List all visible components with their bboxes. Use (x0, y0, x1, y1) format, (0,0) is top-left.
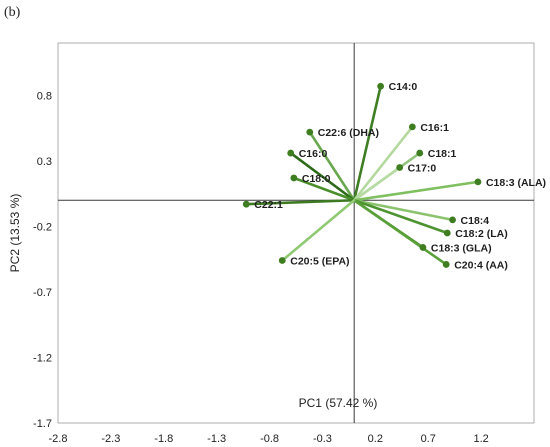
vector-c18-4 (352, 198, 454, 222)
x-tick-labels: -2.8 -2.3 -1.8 -1.3 -0.8 -0.3 0.2 0.7 1.2 (49, 433, 489, 445)
vector-c16-0 (289, 151, 356, 202)
point-c18-3-gla (419, 244, 427, 251)
point-c18-0 (290, 174, 298, 182)
label-c18-3-ala: C18:3 (ALA) (486, 177, 546, 189)
label-c16-1: C16:1 (420, 122, 449, 134)
vector-c14-0 (352, 84, 382, 202)
point-c18-4 (449, 216, 456, 224)
y-tick-label: 0.3 (37, 156, 52, 168)
y-tick-label: -0.2 (33, 221, 52, 233)
vector-c20-4-aa (352, 198, 448, 266)
point-c20-4-aa (442, 261, 450, 268)
x-axis-title: PC1 (57.42 %) (299, 396, 378, 410)
x-tick-label: 1.2 (473, 433, 488, 445)
vector-c22-6-dha (308, 130, 356, 202)
point-labels: C14:0 C16:1 C22:6 (DHA) C18:1 C16:0 C17:0 C18:… (254, 81, 546, 271)
vector-c22-1 (244, 198, 356, 206)
point-c18-2-la (443, 229, 451, 237)
point-c17-0 (396, 164, 404, 171)
x-tick-label: 0.7 (421, 433, 436, 445)
panel-label: (b) (4, 5, 21, 20)
label-c20-5-epa: C20:5 (EPA) (290, 256, 349, 268)
label-c18-2-la: C18:2 (LA) (455, 228, 508, 240)
label-c18-0: C18:0 (302, 173, 331, 185)
point-c20-5-epa (278, 257, 286, 264)
y-tick-label: -0.7 (33, 287, 52, 299)
loading-vectors (244, 84, 480, 266)
x-tick-label: 0.2 (368, 433, 383, 445)
label-c18-3-gla: C18:3 (GLA) (431, 242, 492, 254)
label-c18-4: C18:4 (461, 215, 490, 227)
loading-points (242, 82, 482, 268)
point-c14-0 (377, 82, 385, 90)
x-tick-label: -0.3 (313, 433, 332, 445)
vector-c18-3-ala (352, 180, 480, 202)
point-c18-1 (416, 149, 424, 157)
x-tick-label: -1.8 (154, 433, 173, 445)
label-c14-0: C14:0 (389, 81, 418, 93)
label-c16-0: C16:0 (299, 148, 328, 160)
y-axis-title: PC2 (13.53 %) (8, 194, 22, 273)
vector-c20-5-epa (280, 198, 356, 262)
x-tick-label: -0.8 (260, 433, 279, 445)
point-c22-6-dha (306, 128, 314, 136)
y-tick-label: 0.8 (37, 90, 52, 102)
label-c17-0: C17:0 (408, 162, 437, 174)
vector-c18-0 (292, 176, 356, 202)
vector-c16-1 (352, 125, 414, 202)
label-c20-4-aa: C20:4 (AA) (454, 259, 508, 271)
x-tick-label: -2.8 (49, 433, 68, 445)
y-tick-label: -1.2 (33, 352, 52, 364)
vector-c18-2-la (352, 198, 449, 235)
x-tick-label: -1.3 (207, 433, 226, 445)
plot-area (57, 42, 535, 424)
y-tick-label: -1.7 (33, 418, 52, 430)
point-c16-0 (287, 149, 295, 157)
x-tick-label: -2.3 (101, 433, 120, 445)
label-c22-6-dha: C22:6 (DHA) (318, 127, 379, 139)
label-c22-1: C22:1 (254, 199, 283, 211)
y-tick-labels: 0.8 0.3 -0.2 -0.7 -1.2 -1.7 (33, 90, 52, 430)
zero-axes (58, 43, 534, 423)
point-c18-3-ala (474, 178, 482, 186)
point-c22-1 (242, 200, 250, 208)
point-c16-1 (408, 123, 416, 131)
vector-c17-0 (352, 166, 401, 202)
label-c18-1: C18:1 (428, 148, 457, 160)
